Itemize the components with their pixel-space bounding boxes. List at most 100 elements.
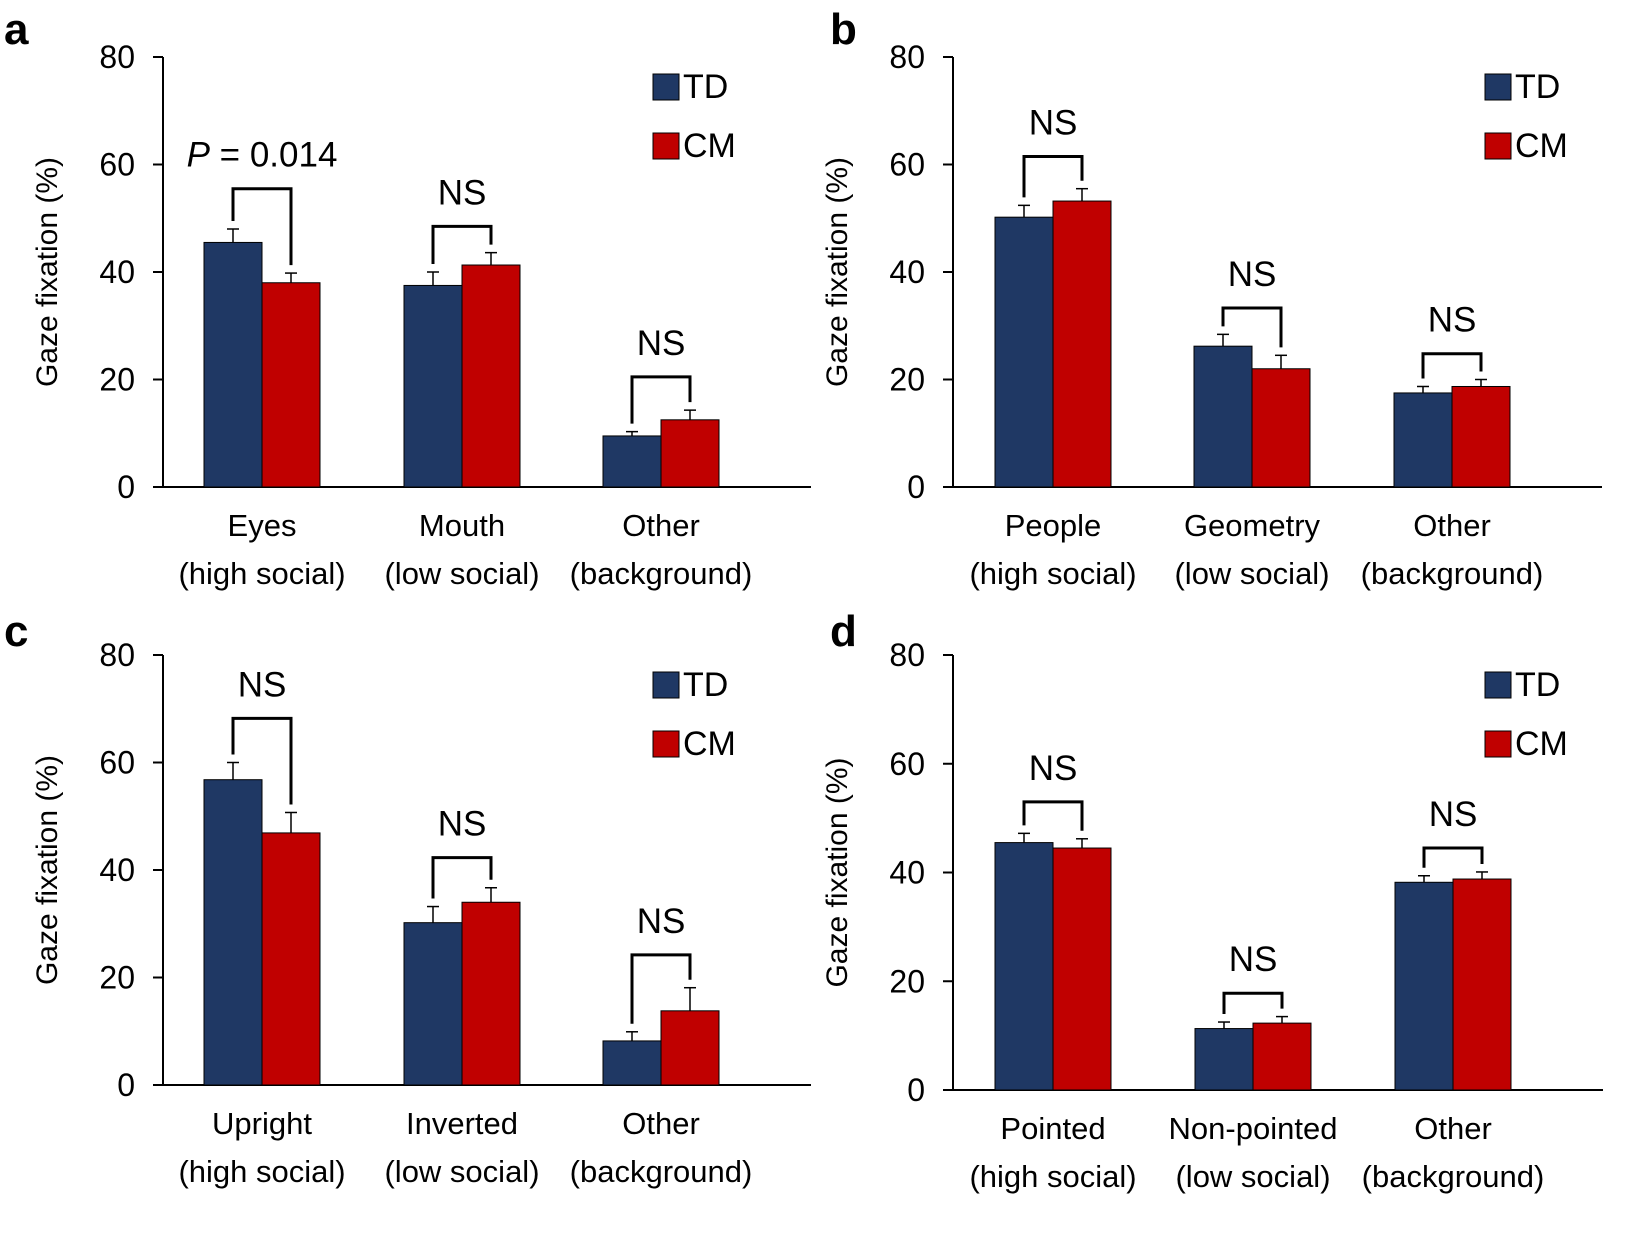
significance-label: NS — [1229, 940, 1278, 979]
legend-swatch-td — [1484, 73, 1512, 101]
bar-cm-0 — [261, 282, 321, 488]
significance-label: P = 0.014 — [187, 136, 338, 175]
bar-td-1 — [403, 284, 463, 488]
category-sublabel: (low social) — [1174, 556, 1329, 591]
significance-text: NS — [637, 324, 686, 363]
category-label: Inverted — [406, 1106, 518, 1141]
category-sublabel: (high social) — [178, 556, 345, 591]
category-sublabel: (high social) — [178, 1154, 345, 1189]
y-tick-label: 20 — [889, 963, 925, 999]
legend-label-cm: CM — [1515, 127, 1568, 165]
significance-label: NS — [438, 805, 487, 844]
y-tick-label: 0 — [117, 1067, 135, 1103]
category-sublabel: (background) — [570, 1154, 753, 1189]
significance-bracket — [1222, 991, 1284, 1015]
category-sublabel: (background) — [1361, 556, 1544, 591]
bar-cm-0 — [1052, 847, 1112, 1091]
legend-label-cm: CM — [683, 127, 736, 165]
category-sublabel: (high social) — [969, 1159, 1136, 1194]
legend-label-cm: CM — [1515, 725, 1568, 763]
y-tick-label: 0 — [907, 469, 925, 505]
category-sublabel: (high social) — [969, 556, 1136, 591]
y-tick-label: 80 — [99, 39, 135, 75]
bar-td-0 — [994, 842, 1054, 1091]
significance-bracket — [1422, 846, 1484, 868]
category-label: People — [1005, 508, 1102, 543]
y-tick-label: 20 — [99, 362, 135, 398]
panel-letter: c — [4, 607, 28, 656]
bar-td-0 — [203, 241, 263, 488]
y-tick-label: 80 — [889, 637, 925, 673]
panel-letter: a — [4, 5, 29, 54]
significance-bracket — [1421, 352, 1483, 379]
category-label: Upright — [212, 1106, 312, 1141]
significance-text: NS — [1229, 940, 1278, 979]
y-tick-label: 60 — [889, 746, 925, 782]
y-tick-label: 60 — [889, 147, 925, 183]
significance-label: NS — [1029, 103, 1078, 142]
y-tick-label: 0 — [117, 469, 135, 505]
significance-text: NS — [438, 805, 487, 844]
significance-label: NS — [1029, 749, 1078, 788]
bar-td-2 — [1393, 392, 1453, 488]
significance-text: NS — [1429, 795, 1478, 834]
bar-td-2 — [602, 435, 662, 488]
significance-bracket — [630, 953, 692, 1024]
legend-label-cm: CM — [683, 725, 736, 763]
y-tick-label: 20 — [889, 362, 925, 398]
legend-label-td: TD — [1515, 68, 1560, 106]
bar-td-1 — [1193, 345, 1253, 488]
category-sublabel: (background) — [570, 556, 753, 591]
chart-panel-a: a 0 20 40 60 80 Gaze fixation (%) P = 0.014 NS NS… — [4, 5, 811, 591]
bar-td-2 — [1394, 881, 1454, 1091]
significance-label: NS — [637, 902, 686, 941]
significance-bracket — [1022, 154, 1084, 198]
bar-cm-1 — [461, 264, 521, 488]
y-tick-label: 60 — [99, 147, 135, 183]
category-sublabel: (background) — [1362, 1159, 1545, 1194]
legend-label-td: TD — [683, 666, 728, 704]
significance-label: NS — [1428, 301, 1477, 340]
significance-p-symbol: P — [187, 136, 211, 175]
significance-bracket — [231, 716, 293, 805]
chart-panel-b: b 0 20 40 60 80 Gaze fixation (%) NS NS NS People (… — [821, 5, 1602, 591]
significance-label: NS — [637, 324, 686, 363]
significance-bracket — [231, 187, 293, 266]
bar-td-0 — [994, 216, 1054, 488]
bar-cm-1 — [1251, 368, 1311, 488]
significance-label: NS — [438, 173, 487, 212]
legend-swatch-td — [1484, 671, 1512, 699]
significance-bracket — [431, 224, 493, 264]
y-tick-label: 20 — [99, 960, 135, 996]
panel-letter: d — [830, 607, 857, 656]
bar-cm-1 — [461, 901, 521, 1086]
y-axis-label: Gaze fixation (%) — [821, 757, 854, 987]
category-label: Non-pointed — [1169, 1111, 1338, 1146]
panel-letter: b — [830, 5, 857, 54]
y-axis-label: Gaze fixation (%) — [821, 157, 854, 387]
legend-label-td: TD — [1515, 666, 1560, 704]
legend-swatch-td — [652, 73, 680, 101]
legend-swatch-td — [652, 671, 680, 699]
significance-label: NS — [1429, 795, 1478, 834]
legend-label-td: TD — [683, 68, 728, 106]
bar-td-2 — [602, 1040, 662, 1086]
bar-cm-0 — [261, 832, 321, 1086]
category-label: Other — [622, 1106, 700, 1141]
y-axis-label: Gaze fixation (%) — [31, 755, 64, 985]
category-label: Eyes — [228, 508, 297, 543]
bar-cm-2 — [1452, 878, 1512, 1091]
y-tick-label: 40 — [889, 855, 925, 891]
significance-text: NS — [438, 173, 487, 212]
bar-td-1 — [1194, 1028, 1254, 1091]
bar-td-0 — [203, 779, 263, 1086]
significance-bracket — [431, 856, 493, 899]
y-tick-label: 80 — [889, 39, 925, 75]
legend-swatch-cm — [1484, 730, 1512, 758]
category-label: Mouth — [419, 508, 505, 543]
category-sublabel: (low social) — [1175, 1159, 1330, 1194]
significance-label: NS — [1228, 255, 1277, 294]
y-tick-label: 0 — [907, 1072, 925, 1108]
chart-panel-d: d 0 20 40 60 80 Gaze fixation (%) NS NS NS Pointed… — [821, 607, 1603, 1194]
legend-swatch-cm — [1484, 132, 1512, 160]
